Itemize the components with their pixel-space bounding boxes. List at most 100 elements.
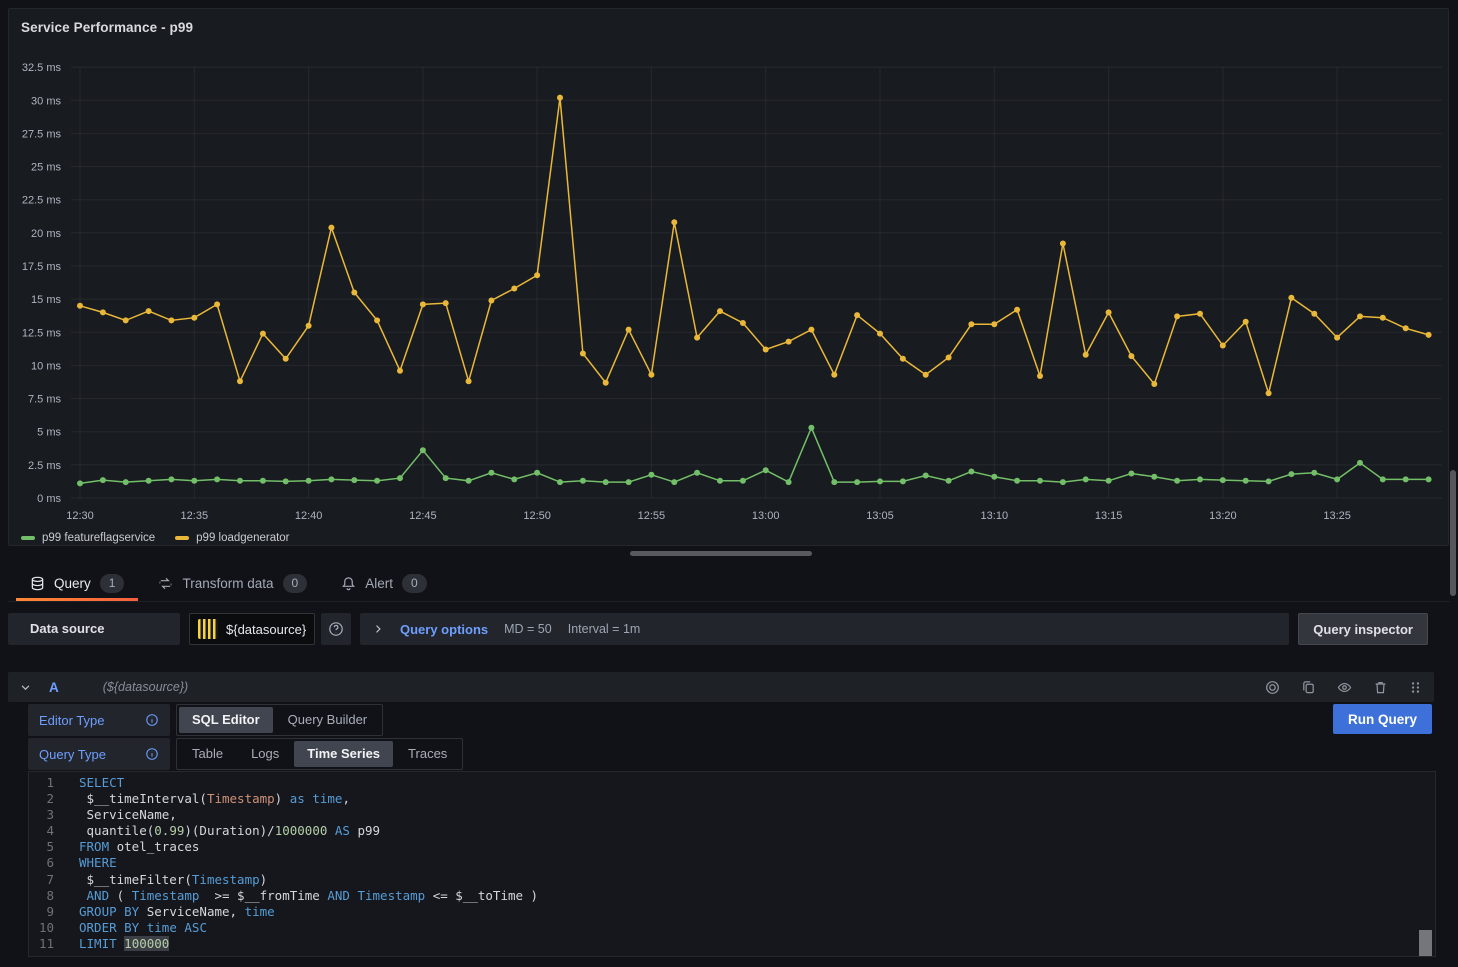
duplicate-query-icon[interactable] [1301, 680, 1316, 695]
code-line: 2 $__timeInterval(Timestamp) as time, [29, 791, 1435, 807]
tab-count-badge: 0 [283, 574, 308, 593]
query-type-option-table[interactable]: Table [179, 741, 236, 767]
line-number: 11 [29, 936, 54, 952]
svg-text:10 ms: 10 ms [31, 360, 61, 372]
code-text: $__timeInterval(Timestamp) as time, [54, 791, 350, 807]
svg-text:25 ms: 25 ms [31, 162, 61, 174]
code-lines: 1SELECT2 $__timeInterval(Timestamp) as t… [29, 775, 1435, 952]
hide-response-eye-icon[interactable] [1337, 680, 1352, 695]
line-number: 9 [29, 904, 54, 920]
code-editor-scrollbar[interactable] [1419, 930, 1432, 956]
code-line: 4 quantile(0.99)(Duration)/1000000 AS p9… [29, 823, 1435, 839]
bell-icon [341, 576, 356, 591]
editor-type-toggle: SQL EditorQuery Builder [176, 704, 383, 736]
legend-series-label: p99 loadgenerator [196, 532, 289, 544]
svg-text:0 ms: 0 ms [37, 493, 61, 505]
query-options-link[interactable]: Query options [400, 622, 488, 637]
tab-label: Transform data [182, 576, 273, 591]
code-line: 11LIMIT 100000 [29, 936, 1435, 952]
timeseries-chart[interactable]: 0 ms2.5 ms5 ms7.5 ms10 ms12.5 ms15 ms17.… [9, 9, 1450, 547]
query-toolbar: Data source ${datasource} Query options … [8, 613, 1428, 645]
query-type-option-traces[interactable]: Traces [395, 741, 460, 767]
editor-type-option-query-builder[interactable]: Query Builder [275, 707, 380, 733]
query-type-label: Query Type [28, 738, 170, 770]
legend-item[interactable]: p99 featureflagservice [21, 532, 155, 544]
line-number: 10 [29, 920, 54, 936]
code-line: 6WHERE [29, 855, 1435, 871]
svg-text:12.5 ms: 12.5 ms [22, 327, 62, 339]
run-query-button[interactable]: Run Query [1333, 704, 1432, 734]
svg-text:5 ms: 5 ms [37, 427, 61, 439]
code-text: LIMIT 100000 [54, 936, 169, 952]
svg-text:13:25: 13:25 [1323, 510, 1351, 522]
code-line: 9GROUP BY ServiceName, time [29, 904, 1435, 920]
datasource-picker[interactable]: ${datasource} [189, 613, 315, 645]
svg-text:30 ms: 30 ms [31, 95, 61, 107]
line-number: 4 [29, 823, 54, 839]
code-text: ServiceName, [54, 807, 177, 823]
code-text: AND ( Timestamp >= $__fromTime AND Times… [54, 888, 538, 904]
collapse-chevron-icon[interactable] [20, 682, 31, 693]
sql-code-editor[interactable]: 1SELECT2 $__timeInterval(Timestamp) as t… [28, 771, 1436, 957]
svg-text:15 ms: 15 ms [31, 294, 61, 306]
code-line: 1SELECT [29, 775, 1435, 791]
query-type-option-time-series[interactable]: Time Series [294, 741, 393, 767]
query-datasource-hint: (${datasource}) [103, 680, 188, 694]
code-text: FROM otel_traces [54, 839, 199, 855]
timeseries-panel: Service Performance - p99 0 ms2.5 ms5 ms… [8, 8, 1449, 546]
code-line: 8 AND ( Timestamp >= $__fromTime AND Tim… [29, 888, 1435, 904]
legend-series-label: p99 featureflagservice [42, 532, 155, 544]
legend-series-marker [21, 536, 35, 540]
code-text: SELECT [54, 775, 124, 791]
svg-text:2.5 ms: 2.5 ms [28, 460, 62, 472]
svg-text:12:40: 12:40 [295, 510, 323, 522]
query-ref-id: A [49, 680, 59, 695]
tab-alert[interactable]: Alert 0 [327, 565, 440, 601]
code-text: ORDER BY time ASC [54, 920, 207, 936]
editor-type-label: Editor Type [28, 704, 170, 736]
svg-text:27.5 ms: 27.5 ms [22, 128, 62, 140]
editor-tabs: Query 1 Transform data 0 Alert 0 [8, 565, 1450, 602]
query-type-toggle: TableLogsTime SeriesTraces [176, 738, 463, 770]
tab-label: Alert [365, 576, 393, 591]
tab-label: Query [54, 576, 91, 591]
query-type-row: Query Type TableLogsTime SeriesTraces [28, 738, 463, 770]
query-inspector-button[interactable]: Query inspector [1298, 613, 1428, 645]
tab-transform-data[interactable]: Transform data 0 [144, 565, 321, 601]
query-row-actions [1265, 680, 1422, 695]
query-type-option-logs[interactable]: Logs [238, 741, 292, 767]
tab-count-badge: 1 [100, 574, 125, 593]
svg-text:12:35: 12:35 [181, 510, 209, 522]
drag-handle-icon[interactable] [1409, 680, 1422, 695]
info-circle-icon[interactable] [145, 713, 159, 727]
legend-item[interactable]: p99 loadgenerator [175, 532, 289, 544]
code-line: 10ORDER BY time ASC [29, 920, 1435, 936]
datasource-label: Data source [8, 613, 180, 645]
code-text: quantile(0.99)(Duration)/1000000 AS p99 [54, 823, 380, 839]
tab-count-badge: 0 [402, 574, 427, 593]
clickhouse-datasource-icon [198, 619, 218, 639]
panel-horizontal-scrollbar[interactable] [630, 551, 812, 556]
svg-text:20 ms: 20 ms [31, 228, 61, 240]
code-text: $__timeFilter(Timestamp) [54, 872, 267, 888]
svg-text:22.5 ms: 22.5 ms [22, 195, 62, 207]
editor-type-row: Editor Type SQL EditorQuery Builder [28, 704, 383, 736]
code-line: 7 $__timeFilter(Timestamp) [29, 872, 1435, 888]
query-options-md: MD = 50 [504, 622, 552, 636]
query-row-header[interactable]: A (${datasource}) [8, 672, 1434, 702]
svg-text:13:05: 13:05 [866, 510, 894, 522]
query-options-bar[interactable]: Query options MD = 50 Interval = 1m [360, 613, 1289, 645]
datasource-help-button[interactable] [321, 613, 351, 645]
remove-query-trash-icon[interactable] [1373, 680, 1388, 695]
code-text: WHERE [54, 855, 117, 871]
page-scrollbar[interactable] [1450, 470, 1456, 596]
chevron-right-icon [372, 623, 384, 635]
tab-query[interactable]: Query 1 [16, 565, 138, 601]
line-number: 5 [29, 839, 54, 855]
svg-text:12:30: 12:30 [66, 510, 94, 522]
svg-text:7.5 ms: 7.5 ms [28, 394, 62, 406]
info-circle-icon[interactable] [145, 747, 159, 761]
editor-type-option-sql-editor[interactable]: SQL Editor [179, 707, 273, 733]
line-number: 8 [29, 888, 54, 904]
disable-query-icon[interactable] [1265, 680, 1280, 695]
